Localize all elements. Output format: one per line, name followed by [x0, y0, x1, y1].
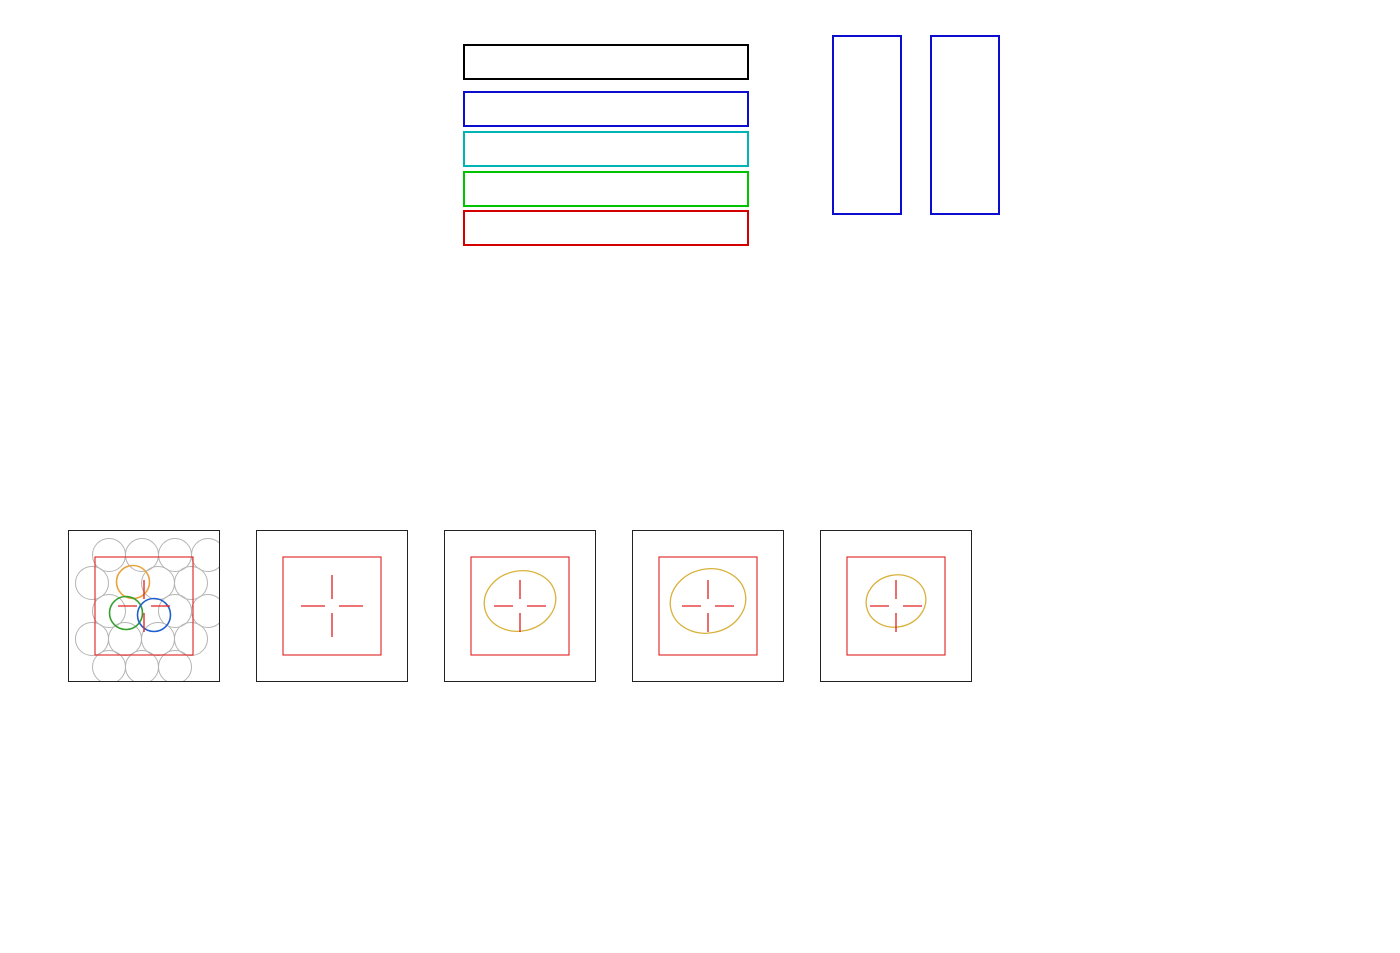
timestamp-version — [1056, 4, 1072, 19]
target-crosshair — [494, 580, 546, 632]
decals-g-image — [444, 530, 596, 682]
weighted-2dspec-image — [465, 46, 557, 78]
extraction-box — [94, 556, 194, 656]
decals-z-image — [820, 530, 972, 682]
with-sky-panel — [828, 30, 906, 215]
spec2d-fiber-row-1 — [463, 91, 749, 127]
fiber-circle-exp3 — [136, 597, 172, 633]
extraction-box — [658, 556, 758, 656]
fiber1-2dspec-image — [465, 93, 557, 125]
fiber3-smoothed-image — [655, 173, 747, 205]
target-crosshair — [118, 580, 170, 632]
spec2d-weighted-row — [463, 44, 749, 80]
cutout-panel-lineflux-map — [216, 505, 436, 730]
cutout-panel-decals-g — [404, 505, 624, 730]
full-spectrum-plot — [88, 258, 1313, 450]
with-sky-image — [834, 37, 900, 213]
fiber-circle-exp2 — [108, 595, 144, 631]
fiber1-pixelflat-image — [560, 93, 652, 125]
decals-z-overlay — [846, 556, 946, 656]
fiber3-2dspec-image — [465, 173, 557, 205]
extraction-box — [282, 556, 382, 656]
clean-image — [932, 37, 998, 213]
spec2d-fiber-row-3 — [463, 171, 749, 207]
source-aperture-ellipse — [669, 568, 747, 634]
lineflux-map-image — [256, 530, 408, 682]
fiber-positions-overlay — [75, 538, 219, 681]
extraction-box — [846, 556, 946, 656]
fiber2-smoothed-image — [655, 133, 747, 165]
spec2d-panel — [447, 30, 797, 256]
fiber4-pixelflat-image — [560, 212, 652, 244]
decals-r-image — [632, 530, 784, 682]
fiber2-2dspec-image — [465, 133, 557, 165]
source-aperture-ellipse — [865, 574, 927, 628]
fiber3-pixelflat-image — [560, 173, 652, 205]
fiber1-smoothed-image — [655, 93, 747, 125]
line-fit-zoom-plot — [1035, 46, 1315, 236]
fiber4-2dspec-image — [465, 212, 557, 244]
fiber2-pixelflat-image — [560, 133, 652, 165]
lineflux-map-overlay — [282, 556, 382, 656]
decals-r-overlay — [658, 556, 758, 656]
spec2d-fiber-row-2 — [463, 131, 749, 167]
source-aperture-ellipse — [483, 570, 557, 632]
clean-image-panel — [926, 30, 1004, 215]
cutout-panel-decals-r — [592, 505, 812, 730]
decals-g-overlay — [470, 556, 570, 656]
weighted-pixelflat-blank — [560, 46, 652, 78]
extraction-box — [470, 556, 570, 656]
cutout-panel-decals-z — [780, 505, 1000, 730]
spec2d-fiber-row-4 — [463, 210, 749, 246]
with-sky-frame — [832, 35, 902, 215]
fiber-circles — [75, 538, 219, 681]
target-crosshair — [870, 580, 922, 632]
target-crosshair — [301, 575, 363, 637]
target-crosshair — [682, 580, 734, 632]
clean-image-frame — [930, 35, 1000, 215]
cutout-panel-fiber-positions — [28, 505, 248, 730]
weighted-smoothed-image — [655, 46, 747, 78]
fiber4-smoothed-image — [655, 212, 747, 244]
